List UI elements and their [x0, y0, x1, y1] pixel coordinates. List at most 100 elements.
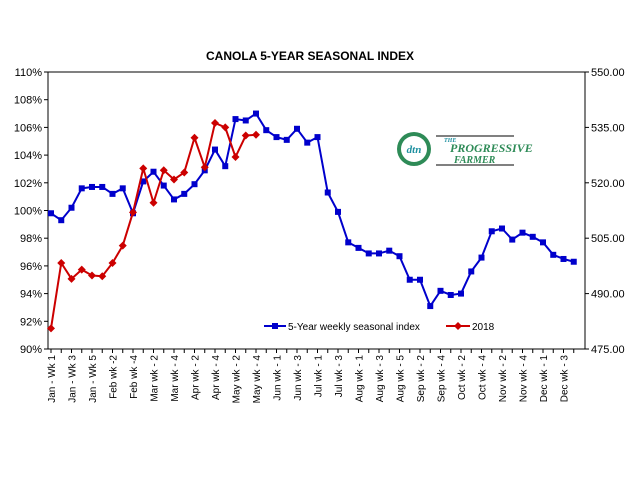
x-tick-label: Apr wk - 4	[211, 355, 222, 400]
y-axis-left: 90% 92% 94% 96% 98% 100% 102% 104% 106% 108% 110%	[14, 67, 48, 356]
y-axis-right: 475.00 490.00 505.00 520.00 535.00 550.00	[585, 67, 625, 356]
y-right-tick-label: 520.00	[591, 178, 625, 190]
data-point-2018	[67, 274, 76, 283]
x-tick-label: Aug wk - 1	[355, 355, 366, 403]
data-point-index	[140, 178, 147, 185]
data-point-index	[499, 225, 505, 232]
chart-title: CANOLA 5-YEAR SEASONAL INDEX	[206, 49, 414, 63]
data-point-index	[314, 134, 321, 141]
data-point-index	[171, 196, 177, 203]
y-left-tick-label: 96%	[20, 261, 42, 273]
data-point-index	[355, 244, 362, 251]
y-right-tick-label: 505.00	[591, 233, 625, 245]
data-point-2018	[200, 163, 209, 172]
data-point-index	[427, 303, 434, 310]
x-tick-label: May wk - 4	[252, 355, 263, 404]
x-tick-label: Jan - Wk 1	[47, 355, 58, 403]
data-point-index	[478, 254, 485, 261]
data-point-index	[160, 182, 167, 189]
data-point-index	[232, 116, 239, 123]
data-point-index	[58, 217, 65, 224]
x-tick-label: Mar wk - 2	[150, 355, 161, 402]
data-point-2018	[252, 130, 260, 139]
x-tick-label: Apr wk - 2	[191, 355, 202, 400]
legend-label-2018: 2018	[472, 322, 495, 333]
legend: 5-Year weekly seasonal index 2018	[264, 322, 495, 333]
logo-line1: THE	[444, 138, 456, 144]
series-line-0	[50, 112, 575, 309]
data-point-index	[119, 185, 126, 192]
data-point-index	[181, 190, 188, 197]
x-tick-label: Aug wk - 5	[396, 355, 407, 403]
y-left-tick-label: 92%	[20, 316, 42, 328]
x-tick-label: Jun wk - 1	[273, 355, 284, 401]
dtn-progressive-farmer-logo: dtn THE PROGRESSIVE FARMER	[397, 132, 533, 166]
y-right-tick-label: 535.00	[591, 122, 625, 134]
data-point-index	[150, 168, 157, 175]
data-point-index	[191, 181, 198, 188]
data-point-index	[396, 253, 403, 260]
x-tick-label: Oct wk - 4	[478, 355, 489, 400]
y-left-tick-label: 98%	[20, 233, 42, 245]
data-point-index	[242, 117, 249, 124]
y-left-tick-label: 94%	[20, 289, 42, 301]
data-point-index	[447, 291, 454, 298]
data-point-index	[222, 163, 229, 170]
y-right-tick-label: 490.00	[591, 289, 625, 301]
x-tick-label: Dec wk - 1	[539, 355, 550, 403]
data-point-index	[99, 183, 106, 190]
y-left-tick-label: 102%	[14, 178, 42, 190]
x-tick-label: Jan - Wk 3	[68, 355, 79, 403]
logo-line3: FARMER	[453, 155, 496, 166]
data-point-index	[212, 146, 218, 153]
data-point-index	[540, 239, 546, 246]
x-tick-label: Nov wk - 4	[519, 355, 530, 403]
data-point-2018	[180, 168, 189, 177]
x-tick-label: Nov wk - 2	[498, 355, 509, 403]
data-point-index	[376, 250, 382, 257]
data-point-index	[437, 287, 444, 294]
data-point-index	[48, 210, 54, 217]
data-point-index	[386, 247, 393, 254]
x-tick-label: May wk - 2	[232, 355, 243, 404]
data-point-index	[78, 185, 85, 192]
logo-circle-inner	[401, 136, 427, 162]
y-left-tick-label: 106%	[14, 122, 42, 134]
x-tick-label: Jan - Wk 5	[88, 355, 99, 403]
data-point-2018	[159, 166, 168, 175]
data-point-2018	[98, 272, 107, 281]
data-point-2018	[77, 265, 86, 274]
data-point-index	[519, 229, 526, 236]
y-right-tick-label: 475.00	[591, 344, 625, 356]
data-point-index	[345, 239, 352, 246]
data-point-2018	[139, 164, 148, 173]
x-tick-label: Dec wk - 3	[560, 355, 571, 403]
data-point-index	[283, 136, 290, 143]
series-line-1	[50, 121, 257, 329]
x-axis: Jan - Wk 1 Jan - Wk 3 Jan - Wk 5 Feb wk -2 F…	[47, 349, 575, 404]
data-point-index	[570, 258, 577, 265]
data-point-2018	[129, 208, 137, 217]
data-point-index	[304, 139, 311, 146]
series-layer	[47, 110, 577, 333]
y-left-tick-label: 90%	[20, 344, 42, 356]
data-point-index	[253, 110, 259, 117]
x-tick-label: Oct wk - 2	[457, 355, 468, 400]
data-point-2018	[118, 241, 127, 250]
x-tick-label: Feb wk -4	[129, 355, 140, 399]
data-point-index	[509, 236, 516, 243]
data-point-index	[335, 208, 341, 215]
data-point-2018	[88, 271, 96, 280]
logo-mark: dtn	[407, 144, 422, 156]
data-point-2018	[190, 133, 199, 142]
data-point-2018	[241, 131, 250, 140]
data-point-index	[488, 228, 495, 235]
data-point-index	[324, 189, 331, 196]
data-point-index	[68, 204, 75, 211]
data-point-index	[529, 233, 536, 240]
data-point-index	[417, 276, 423, 283]
y-left-tick-label: 100%	[14, 206, 42, 218]
x-tick-label: Feb wk -2	[109, 355, 120, 399]
data-point-index	[294, 125, 300, 132]
